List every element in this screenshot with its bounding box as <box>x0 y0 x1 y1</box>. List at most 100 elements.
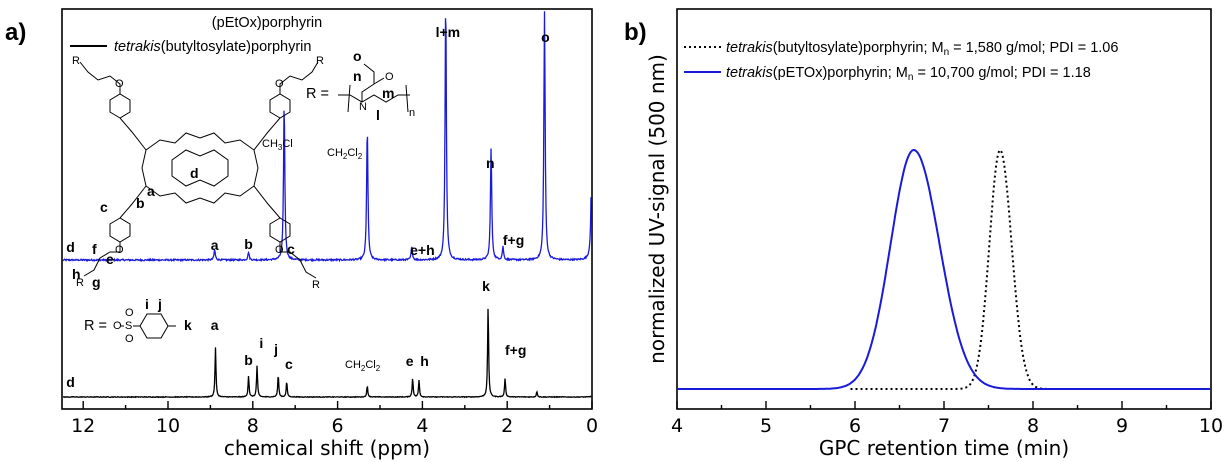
porphyrin-label-a: a <box>147 183 155 199</box>
panel-b-x-tick-label: 6 <box>849 415 861 437</box>
pox-n-atom: N <box>359 101 367 113</box>
panel-a-x-tick-label: 6 <box>332 415 344 437</box>
panel-a-x-tick-label: 4 <box>416 415 428 437</box>
panel-b-x-axis-title: GPC retention time (min) <box>819 436 1069 460</box>
panel-b-x-tick-label: 10 <box>1199 415 1223 437</box>
panel-b-x-tick-label: 5 <box>760 415 772 437</box>
panel-a-x-tick-label: 10 <box>156 415 180 437</box>
tos-o-down: O <box>125 333 134 345</box>
aryl-ring-tl <box>109 93 131 119</box>
peak-label-pEtOx: b <box>244 236 253 252</box>
peak-label-pEtOx: e+h <box>410 242 435 258</box>
r-br: R <box>312 279 320 291</box>
panel-b: b) GPC retention time (min) normalized U… <box>624 8 1223 460</box>
pox-label-n-sub: n <box>409 107 415 119</box>
tos-ring <box>139 313 169 339</box>
panel-b-legend-entry-tosylate: tetrakis(butyltosylate)porphyrin; Mn = 1… <box>726 40 1118 58</box>
pox-label-l: l <box>376 107 380 123</box>
panel-b-legend: tetrakis(butyltosylate)porphyrin; Mn = 1… <box>684 40 1118 83</box>
porphyrin-label-h: h <box>72 266 81 282</box>
peak-label-pEtOx: o <box>541 29 550 45</box>
pox-backbone <box>338 94 410 103</box>
panel-a-legend: (pEtOx)porphyrin tetrakis(butyltosylate)… <box>70 15 322 55</box>
panel-a-series-butyltosylate-porphyrin <box>62 308 592 399</box>
pox-side-chain <box>361 63 385 102</box>
panel-b-x-tick-label: 9 <box>1116 415 1128 437</box>
panel-b-x-tick-label: 4 <box>671 415 683 437</box>
panel-a-label: a) <box>5 19 26 46</box>
panel-a-x-tick-label: 8 <box>247 415 259 437</box>
peak-label-pEtOx: d <box>66 239 75 255</box>
panel-a-legend-entry-2: tetrakis(butyltosylate)porphyrin <box>114 39 311 55</box>
peak-label-tosylate: c <box>285 356 293 372</box>
peak-label-pEtOx: c <box>287 241 295 257</box>
tos-s-atom: S <box>125 320 132 332</box>
panel-a-x-tick-label: 2 <box>501 415 513 437</box>
o-atom-bl: O <box>115 244 124 256</box>
panel-a-series-pEtOx-porphyrin <box>62 11 592 263</box>
porphyrin-macrocycle <box>141 132 259 204</box>
tos-label-i: i <box>145 296 149 312</box>
peak-label-tosylate: j <box>273 341 278 357</box>
panel-a: a) chemical shift (ppm) 12 10 8 6 4 2 0 (pEtOx… <box>5 8 598 460</box>
porphyrin-structure: O O O O R R R R a b c d e f g h <box>72 55 324 291</box>
aryl-ring-br <box>269 217 291 243</box>
panel-a-legend-entry-1: (pEtOx)porphyrin <box>212 15 322 31</box>
porphyrin-aryl-links <box>119 117 281 219</box>
peak-label-pEtOx: n <box>486 155 495 171</box>
pox-label-m: m <box>382 85 394 101</box>
panel-a-x-tick-label: 0 <box>586 415 598 437</box>
ch2cl2-label-black: CH2Cl2 <box>345 359 381 373</box>
panel-a-x-axis-title: chemical shift (ppm) <box>224 436 430 460</box>
o-atom-br: O <box>275 244 284 256</box>
peak-label-pEtOx: a <box>211 237 219 253</box>
o-atom-tr: O <box>275 78 284 90</box>
tos-r-equals: R = <box>84 318 107 334</box>
ch2cl2-label-blue: CH2Cl2 <box>327 147 363 161</box>
panel-b-x-tick-label: 8 <box>1027 415 1039 437</box>
peak-label-tosylate: f+g <box>505 342 526 358</box>
pox-brackets <box>347 84 409 113</box>
panel-a-x-ticks: 12 10 8 6 4 2 0 <box>71 401 598 437</box>
panel-b-x-tick-label: 7 <box>938 415 950 437</box>
pox-label-n: n <box>353 68 362 84</box>
o-atom-tl: O <box>115 78 124 90</box>
porphyrin-label-b: b <box>136 195 145 211</box>
tos-o-up: O <box>125 307 134 319</box>
porphyrin-label-f: f <box>92 241 97 257</box>
panel-a-frame <box>61 8 593 410</box>
panel-b-x-ticks: 4 5 6 7 8 9 10 <box>671 401 1223 437</box>
peak-label-tosylate: k <box>482 278 490 294</box>
r-tl: R <box>72 55 80 67</box>
r-bl: R <box>76 277 84 289</box>
aryl-ring-bl <box>109 217 131 243</box>
panel-b-label: b) <box>624 19 647 46</box>
peak-label-tosylate: a <box>211 317 219 333</box>
peak-label-tosylate: d <box>66 374 75 390</box>
peak-label-tosylate: i <box>259 335 263 351</box>
panel-b-legend-entry-pETOx: tetrakis(pETOx)porphyrin; Mn = 10,700 g/… <box>726 65 1091 83</box>
top-chains <box>79 61 319 94</box>
porphyrin-label-e: e <box>106 251 114 267</box>
pox-label-o: o <box>353 48 362 64</box>
porphyrin-inner-ring <box>171 149 229 187</box>
porphyrin-label-d: d <box>190 165 199 181</box>
panel-b-y-axis-title: normalized UV-signal (500 nm) <box>645 54 669 364</box>
porphyrin-label-c: c <box>100 199 108 215</box>
r-tr: R <box>316 55 324 67</box>
peak-label-tosylate: h <box>420 353 429 369</box>
peak-label-tosylate: b <box>244 352 253 368</box>
tos-label-k: k <box>184 317 192 333</box>
peak-label-tosylate: e <box>406 353 414 369</box>
panel-b-series-tosylate <box>850 148 1082 390</box>
peak-label-pEtOx: f+g <box>503 232 524 248</box>
pox-r-equals: R = <box>306 86 329 102</box>
tos-label-j: j <box>157 296 162 312</box>
pox-structure: R = N O o n m l n <box>306 48 415 123</box>
tosylate-structure: R = O S O O i j k <box>84 296 192 345</box>
bottom-chains <box>83 242 317 279</box>
porphyrin-label-g: g <box>92 274 101 290</box>
